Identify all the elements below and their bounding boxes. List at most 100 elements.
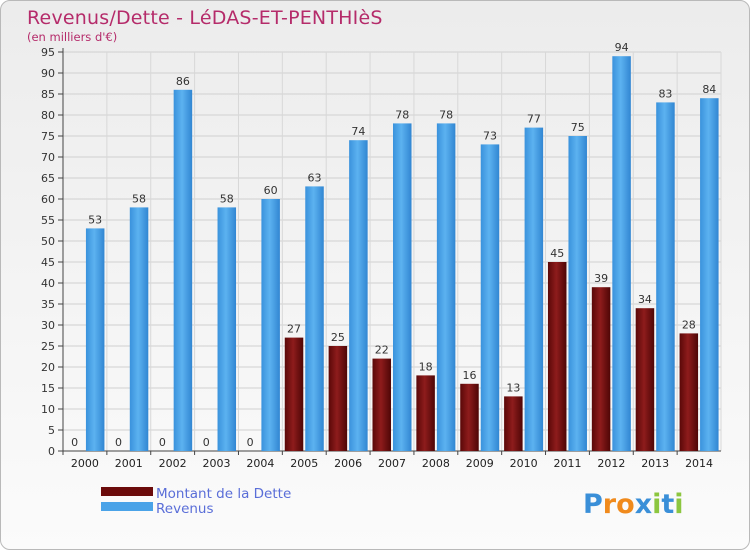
y-tick-label: 35 xyxy=(41,298,55,311)
logo-letter: x xyxy=(634,489,653,520)
x-tick-label: 2008 xyxy=(422,457,450,470)
legend-label-revenus: Revenus xyxy=(156,501,214,517)
legend-label-debt: Montant de la Dette xyxy=(156,486,292,502)
bar-debt xyxy=(328,346,348,451)
value-label-revenus: 73 xyxy=(483,129,497,142)
y-tick-label: 10 xyxy=(41,403,55,416)
proxiti-logo: Proxiti xyxy=(583,489,684,520)
value-label-revenus: 60 xyxy=(264,184,278,197)
x-tick-label: 2004 xyxy=(246,457,274,470)
value-label-debt: 0 xyxy=(115,436,122,449)
x-tick-label: 2000 xyxy=(71,457,99,470)
x-tick-label: 2005 xyxy=(290,457,318,470)
y-tick-label: 80 xyxy=(41,109,55,122)
y-tick-label: 65 xyxy=(41,172,55,185)
y-tick-label: 30 xyxy=(41,319,55,332)
value-label-debt: 34 xyxy=(638,293,652,306)
bar-debt xyxy=(372,358,391,451)
y-tick-label: 40 xyxy=(41,277,55,290)
bar-revenus xyxy=(217,207,237,451)
x-tick-label: 2007 xyxy=(378,457,406,470)
axes: 0 5 10 15 20 25 30 35 40 45 50 55 60 65 70 75 80 85 90 95 20… xyxy=(41,46,721,470)
bar-debt xyxy=(460,383,479,451)
x-tick-label: 2011 xyxy=(553,457,581,470)
bar-revenus xyxy=(305,186,324,451)
x-tick-label: 2010 xyxy=(510,457,538,470)
logo-letter: r xyxy=(602,489,617,520)
bar-revenus xyxy=(436,123,456,452)
x-tick-label: 2001 xyxy=(115,457,143,470)
logo-letter: i xyxy=(652,489,662,520)
value-label-revenus: 58 xyxy=(132,192,146,205)
value-label-debt: 0 xyxy=(71,436,78,449)
value-label-debt: 18 xyxy=(419,360,433,373)
x-tick-label: 2014 xyxy=(685,457,713,470)
x-tick-label: 2002 xyxy=(159,457,187,470)
y-tick-label: 70 xyxy=(41,151,55,164)
bar-debt xyxy=(284,337,304,451)
legend-swatch-revenus xyxy=(101,502,153,511)
bar-revenus xyxy=(568,136,587,451)
value-label-revenus: 94 xyxy=(615,41,629,54)
chart-title: Revenus/Dette - LéDAS-ET-PENTHIèS xyxy=(27,7,383,29)
y-tick-label: 5 xyxy=(48,424,55,437)
value-label-revenus: 84 xyxy=(702,83,716,96)
value-label-debt: 0 xyxy=(203,436,210,449)
y-tick-label: 75 xyxy=(41,130,55,143)
value-label-debt: 0 xyxy=(247,436,254,449)
value-label-revenus: 63 xyxy=(308,171,322,184)
bar-revenus xyxy=(261,199,280,451)
value-label-revenus: 86 xyxy=(176,75,190,88)
bar-revenus xyxy=(700,98,719,451)
chart-subtitle: (en milliers d'€) xyxy=(27,30,118,44)
legend-swatch-debt xyxy=(101,487,153,496)
x-tick-label: 2012 xyxy=(597,457,625,470)
value-label-debt: 28 xyxy=(682,318,696,331)
value-label-debt: 27 xyxy=(287,323,301,336)
bar-revenus xyxy=(173,89,193,452)
bar-revenus xyxy=(656,102,675,452)
logo-letter: o xyxy=(616,489,635,520)
bar-debt xyxy=(679,333,699,451)
x-tick-label: 2006 xyxy=(334,457,362,470)
bar-revenus xyxy=(393,123,412,452)
y-tick-label: 95 xyxy=(41,46,55,59)
y-tick-label: 25 xyxy=(41,340,55,353)
value-label-revenus: 75 xyxy=(571,121,585,134)
value-label-revenus: 78 xyxy=(439,108,453,121)
y-tick-label: 0 xyxy=(48,445,55,458)
bar-revenus xyxy=(524,127,544,451)
value-label-revenus: 83 xyxy=(658,87,672,100)
y-tick-label: 20 xyxy=(41,361,55,374)
bar-debt xyxy=(591,287,611,451)
value-label-revenus: 74 xyxy=(351,125,365,138)
y-tick-label: 50 xyxy=(41,235,55,248)
value-label-revenus: 77 xyxy=(527,113,541,126)
y-tick-label: 85 xyxy=(41,88,55,101)
y-tick-label: 60 xyxy=(41,193,55,206)
bar-debt xyxy=(416,375,435,451)
value-label-debt: 13 xyxy=(506,381,520,394)
value-label-revenus: 78 xyxy=(395,108,409,121)
value-label-debt: 22 xyxy=(375,344,389,357)
x-tick-label: 2013 xyxy=(641,457,669,470)
bar-debt xyxy=(635,308,655,451)
bar-debt xyxy=(547,262,567,451)
value-label-revenus: 58 xyxy=(220,192,234,205)
logo-letter: P xyxy=(583,489,603,520)
bar-revenus xyxy=(612,56,631,451)
bar-debt xyxy=(504,396,523,451)
value-labels: 0 53 0 58 0 86 0 58 0 60 27 63 25 74 22 78 18 78 16 73 13 77 4… xyxy=(71,41,716,449)
value-label-debt: 25 xyxy=(331,331,345,344)
y-tick-label: 90 xyxy=(41,67,55,80)
value-label-debt: 39 xyxy=(594,272,608,285)
y-tick-label: 55 xyxy=(41,214,55,227)
y-tick-label: 45 xyxy=(41,256,55,269)
x-tick-label: 2003 xyxy=(203,457,231,470)
bar-revenus xyxy=(480,144,500,451)
value-label-revenus: 53 xyxy=(88,213,102,226)
bar-revenus xyxy=(85,228,105,451)
value-label-debt: 45 xyxy=(550,247,564,260)
